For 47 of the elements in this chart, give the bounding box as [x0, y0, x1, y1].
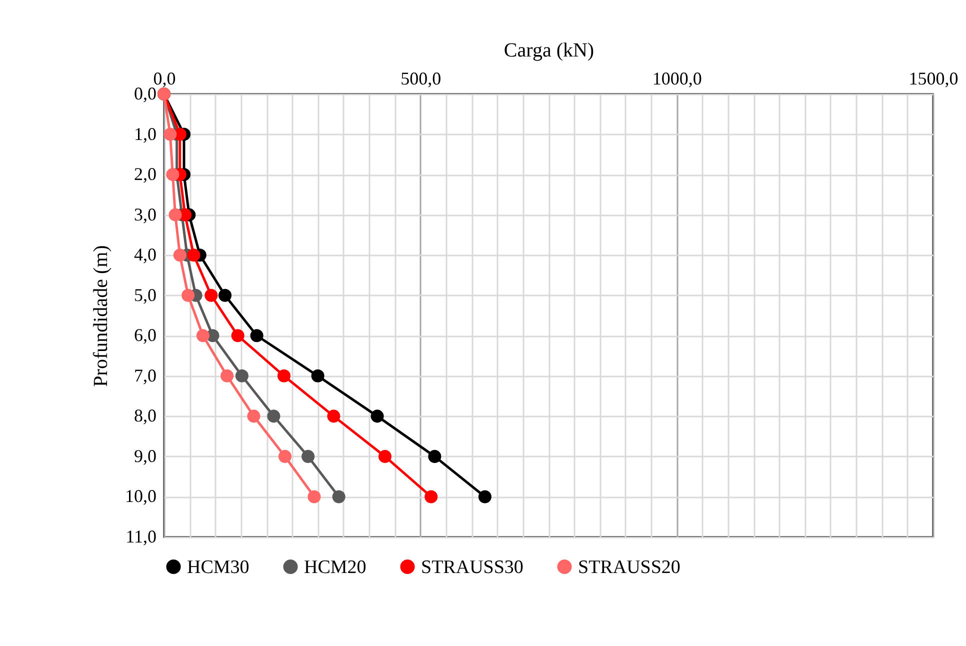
- point: [247, 410, 260, 423]
- y-tick-label: 1,0: [134, 124, 156, 144]
- y-tick-label: 11,0: [126, 526, 156, 546]
- y-tick-label: 8,0: [134, 406, 156, 426]
- x-tick-label: 1000,0: [652, 68, 702, 88]
- x-tick-label: 500,0: [400, 68, 442, 88]
- point: [164, 128, 177, 141]
- y-axis-title: Profundidade (m): [90, 245, 112, 387]
- legend-label: HCM30: [187, 556, 250, 578]
- point: [166, 168, 180, 182]
- point: [235, 369, 248, 382]
- point: [267, 410, 280, 423]
- point: [218, 288, 232, 302]
- point: [428, 450, 442, 463]
- y-tick-label: 2,0: [134, 164, 156, 184]
- y-tick-label: 3,0: [134, 204, 156, 224]
- point: [308, 490, 321, 504]
- point: [182, 288, 195, 302]
- y-tick-label: 10,0: [125, 486, 156, 506]
- point: [327, 410, 340, 423]
- x-axis-title: Carga (kN): [504, 40, 594, 62]
- point: [204, 288, 218, 302]
- legend-label: STRAUSS20: [578, 556, 680, 578]
- y-tick-label: 9,0: [134, 446, 156, 466]
- y-tick-label: 7,0: [134, 365, 156, 386]
- point: [250, 329, 264, 342]
- point: [478, 490, 492, 504]
- point: [168, 208, 182, 222]
- point: [424, 490, 438, 504]
- point: [187, 248, 200, 262]
- x-tick-label: 1500,0: [908, 68, 958, 88]
- point: [278, 450, 292, 463]
- point: [370, 410, 384, 423]
- legend-label: STRAUSS30: [421, 556, 524, 578]
- y-tick-label: 6,0: [134, 325, 156, 346]
- y-tick-label: 4,0: [134, 244, 156, 265]
- point: [378, 450, 392, 463]
- point: [220, 369, 234, 382]
- point: [231, 329, 244, 342]
- point: [277, 369, 290, 382]
- point: [311, 369, 324, 382]
- point: [196, 329, 210, 342]
- point: [302, 450, 315, 463]
- point: [332, 490, 346, 504]
- y-tick-label: 5,0: [134, 284, 156, 305]
- point: [173, 248, 186, 262]
- legend-label: HCM20: [304, 556, 366, 578]
